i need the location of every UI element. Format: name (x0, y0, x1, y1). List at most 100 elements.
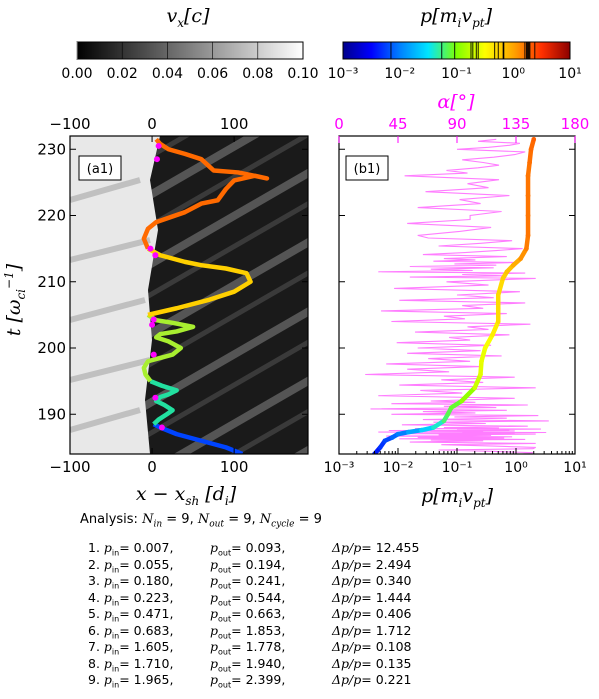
p-in-value: = 1.965, (119, 672, 174, 687)
panel-b1-xtick-label: 10⁻² (383, 460, 414, 476)
panel-b1-momentum-point (479, 358, 484, 364)
panel-a1-ytick-label: 190 (37, 405, 66, 423)
panel-b1-axes: 10⁻³ 10⁻² 10⁻¹ 10⁰ 10¹ 0 45 90 135 180 (324, 115, 590, 476)
panel-b1-momentum-point (495, 319, 501, 324)
p-out-value: = 2.399, (231, 672, 286, 687)
dp-value: = 0.340 (361, 573, 412, 588)
panel-a1-crossing-marker (155, 142, 162, 149)
panel-b1-xtick-label: 10⁰ (504, 460, 528, 476)
panel-b1-momentum-point (395, 431, 401, 437)
panel-a1-axes: −100 0 100 −100 0 100 190 200 210 220 230 (37, 115, 308, 476)
p-in-value: = 0.055, (119, 556, 174, 572)
vx-colorbar-tick-label: 0.08 (242, 66, 273, 82)
panel-b1-xtick-label: 10¹ (563, 460, 586, 476)
p-colorbar-tick-label: 10⁻³ (328, 66, 359, 82)
panel-a1-xtick-label: 100 (220, 458, 249, 476)
result-row: 7. pin= 1.605, pout= 1.778, Δp/p= 0.108 (88, 639, 412, 657)
panel-b1-momentum-segment (482, 332, 495, 351)
p-in-value: = 1.710, (119, 655, 174, 671)
panel-a1-trajectory-segment (141, 137, 270, 250)
dp-value: = 1.444 (361, 589, 412, 605)
dp-value: = 1.712 (361, 622, 412, 638)
panel-a1-xtick-label: −100 (49, 458, 90, 476)
panel-b1-momentum-point (518, 256, 523, 261)
panel-b1-momentum-segment (459, 385, 478, 404)
panel-b1-xtick-top-label: 45 (388, 115, 407, 133)
panel-b1-momentum-point (524, 246, 529, 251)
panel-a1-image (70, 136, 308, 454)
dp-value: = 0.135 (361, 655, 412, 671)
panel-b1-plot (339, 136, 575, 454)
analysis-summary: Analysis: Nin = 9, Nout = 9, Ncycle = 9 (80, 512, 322, 530)
p-colorbar-tick-label: 10⁻¹ (441, 66, 472, 82)
panel-b1-momentum-point (382, 438, 388, 444)
p-out-value: = 1.940, (231, 655, 286, 671)
panel-a1-crossing-marker (153, 156, 160, 163)
panel-a1-xtick-label: 0 (147, 458, 157, 476)
panel-b1-momentum-point (504, 269, 510, 275)
vx-colorbar-tick-label: 0.10 (287, 66, 318, 82)
panel-b1-momentum-point (495, 305, 501, 311)
panel-b1-momentum-point (525, 173, 531, 179)
panel-b1-momentum-point (459, 398, 464, 404)
panel-a1-tag: (a1) (87, 162, 113, 177)
vx-colorbar-label: vx[c] (167, 5, 211, 30)
panel-a1-crossing-marker (150, 316, 157, 323)
p-colorbar-lines (390, 42, 536, 59)
result-row: 1. pin= 0.007, pout= 0.093, Δp/p= 12.455 (88, 540, 420, 558)
panel-b1-momentum-point (490, 332, 495, 338)
panel-b1-momentum-point (525, 213, 531, 218)
result-row: 5. pin= 0.471, pout= 0.663, Δp/p= 0.406 (88, 606, 412, 624)
p-out-value: = 0.663, (231, 606, 286, 621)
p-out-value: = 1.778, (231, 639, 286, 654)
result-row: 3. pin= 0.180, pout= 0.241, Δp/p= 0.340 (88, 573, 412, 591)
dp-value: = 0.221 (361, 672, 412, 687)
result-row: 6. pin= 0.683, pout= 1.853, Δp/p= 1.712 (88, 622, 412, 641)
panel-b1-pitch-angle-trace (365, 138, 549, 454)
panel-b1-momentum-point (389, 435, 395, 440)
panel-b1-tag: (b1) (354, 162, 381, 177)
p-colorbar-ticks: 10⁻³ 10⁻² 10⁻¹ 10⁰ 10¹ (328, 66, 582, 82)
panel-b1-momentum-point (406, 429, 411, 435)
p-colorbar (342, 41, 571, 60)
panel-b1-momentum-point (500, 276, 506, 281)
p-out-value: = 0.544, (231, 589, 286, 605)
dp-value: = 0.406 (361, 606, 412, 621)
panel-b1-momentum-point (419, 427, 424, 433)
vx-colorbar-tick-label: 0.02 (107, 66, 138, 82)
vx-colorbar-tick-label: 0.04 (152, 66, 183, 82)
panel-a1-tag-box (78, 155, 122, 181)
panel-a1-crossing-marker (149, 321, 156, 328)
vx-colorbar-tick-label: 0.00 (61, 66, 92, 82)
panel-a1-trajectory-segment (141, 312, 196, 383)
panel-b1-xtick-top-label: 0 (334, 115, 344, 133)
panel-b1-xtick-top-label: 180 (561, 115, 590, 133)
panel-b1-momentum-point (528, 146, 534, 152)
panel-b1-momentum-point (472, 385, 478, 391)
p-colorbar-label: p[mivpt] (420, 5, 493, 30)
panel-b1-momentum-point (478, 372, 483, 377)
panel-b1-momentum-point (431, 425, 436, 430)
panel-b1-xlabel: p[mivpt] (421, 485, 494, 510)
panel-a1-trajectory-segment (146, 246, 253, 318)
panel-b1-momentum-point (441, 418, 447, 424)
panel-a1-trajectory-segment (149, 379, 179, 426)
panel-b1-momentum-point (525, 193, 531, 198)
p-in-value: = 0.223, (119, 589, 174, 605)
panel-b1-momentum-segment (495, 276, 506, 298)
panel-a1-xlabel: x − xsh [di] (136, 483, 237, 508)
panel-a1-ylabel: t [ωci−1] (2, 263, 28, 336)
panel-b1-momentum-point (377, 445, 383, 450)
panel-b1-momentum-point (495, 292, 501, 298)
panel-b1-momentum-point (531, 137, 537, 142)
panel-b1-momentum-segment (490, 319, 501, 337)
panel-a1-ytick-label: 220 (37, 207, 66, 225)
panel-b1-momentum-point (525, 233, 531, 238)
p-out-value: = 0.194, (231, 556, 286, 572)
p-in-value: = 0.471, (119, 606, 174, 621)
result-row: 4. pin= 0.223, pout= 0.544, Δp/p= 1.444 (88, 589, 412, 608)
vx-colorbar-ticks: 0.00 0.02 0.04 0.06 0.08 0.10 (61, 42, 319, 82)
results-list: 1. pin= 0.007, pout= 0.093, Δp/p= 12.455 2.… (88, 540, 420, 690)
panel-b1-top-label: α[°] (437, 91, 475, 113)
panel-b1-xtick-label: 10⁻³ (324, 460, 355, 476)
